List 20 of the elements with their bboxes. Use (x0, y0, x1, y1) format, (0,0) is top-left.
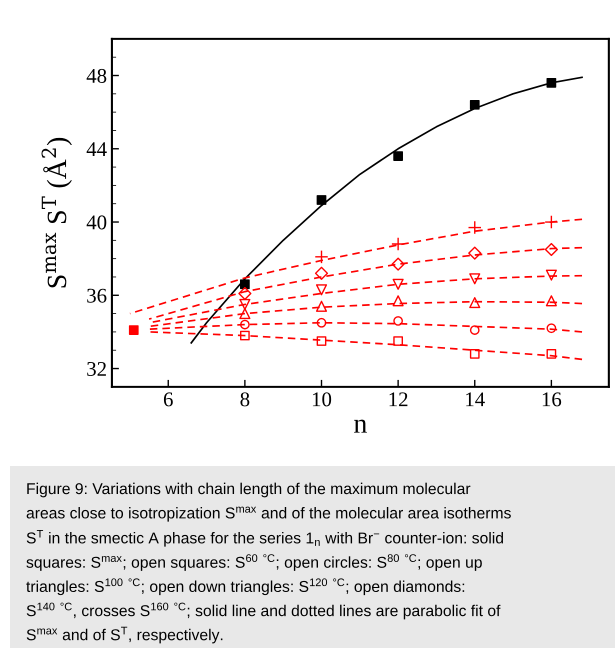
text: S$^{T}$ in the smectic A phase for the series 1$_{n}$ with Br$^{−}$ counter-ion: solid (26, 530, 503, 547)
x-tick-label: 16 (542, 392, 562, 406)
x-tick-label: 12 (390, 392, 408, 406)
y-tick-label: 44 (86, 142, 107, 156)
x-tick-label: 14 (466, 392, 485, 406)
x-tick-label: 6 (164, 392, 173, 406)
x-tick-label: 10 (312, 392, 332, 406)
text: S$^{140 °C}$, crosses S$^{160 °C}$; solid line and dotted lines are parabolic fit of (26, 602, 500, 620)
text: S$^{max}$ and of S$^{T}$, respectively. (26, 626, 222, 644)
y-tick-label: 48 (86, 68, 106, 83)
y-tick-label: 40 (86, 215, 106, 230)
y-tick-label: 32 (87, 362, 106, 376)
y-tick-label: 36 (87, 288, 106, 303)
x-axis-title: n (354, 420, 367, 433)
text: areas close to isotropization S$^{max}$ and of the molecular area isotherms (26, 506, 511, 522)
text: squares: S$^{max}$; open squares: S$^{60 °C}$; open circles: S$^{80 °C}$; open up (26, 554, 482, 571)
y-axis-title: S$^{max}$ S$^{T}$ (Å$^{2}$) (42, 138, 72, 288)
caption: Figure 9: Variations with chain length of the maximum molecular (27, 482, 470, 498)
text: triangles: S$^{100 °C}$; open down triangles: S$^{120 °C}$; open diamonds: (26, 578, 464, 596)
x-tick-label: 8 (240, 392, 250, 406)
